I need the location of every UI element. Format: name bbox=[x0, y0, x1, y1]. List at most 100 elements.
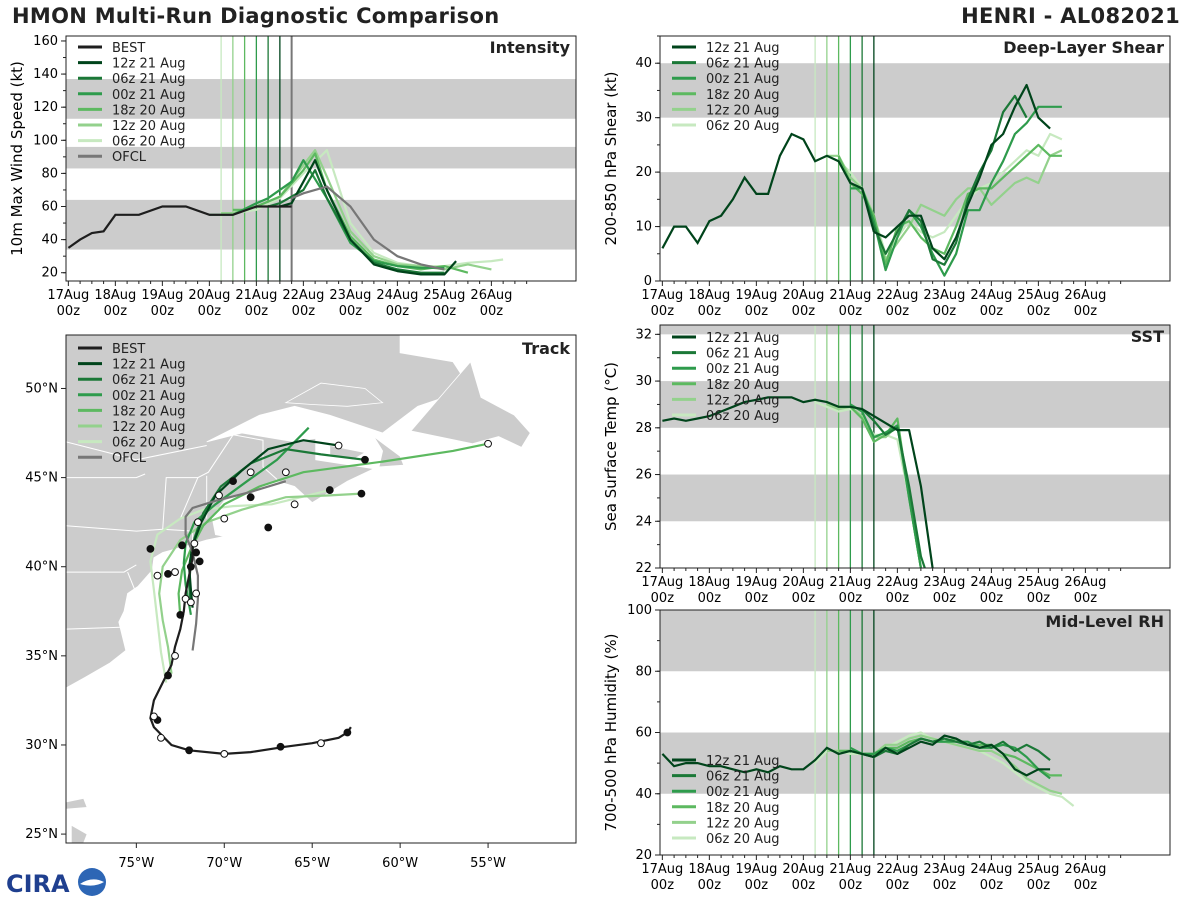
plot-frame bbox=[659, 35, 1171, 282]
run-line-0 bbox=[873, 83, 1051, 261]
best-track-point bbox=[317, 739, 325, 748]
xtick-label: 00z bbox=[792, 878, 816, 893]
legend-label: 12z 21 Aug bbox=[706, 41, 780, 56]
xtick-label: 00z bbox=[792, 304, 816, 319]
legend-label: 00z 21 Aug bbox=[112, 88, 186, 103]
xtick-label: 00z bbox=[933, 591, 957, 606]
xtick-label: 00z bbox=[1027, 591, 1051, 606]
ytick-label: 80 bbox=[635, 664, 652, 679]
legend-label: 06z 21 Aug bbox=[706, 57, 780, 72]
xtick-label: 00z bbox=[886, 304, 910, 319]
best-track-point bbox=[150, 712, 158, 721]
series-lines bbox=[662, 396, 934, 568]
ytick-label: 10 bbox=[635, 220, 652, 235]
plot-frame bbox=[65, 35, 577, 282]
xtick-label: 19Aug bbox=[735, 288, 777, 303]
forecast-track-point bbox=[220, 514, 229, 523]
best-line bbox=[67, 205, 292, 249]
xtick-label: 00z bbox=[933, 878, 957, 893]
band-1 bbox=[660, 381, 1170, 428]
legend-label: 12z 21 Aug bbox=[706, 754, 780, 769]
legend-label: 18z 20 Aug bbox=[112, 404, 186, 419]
land-area-1 bbox=[284, 382, 384, 407]
state-border bbox=[66, 626, 121, 630]
band-0 bbox=[660, 474, 1170, 522]
xtick-label: 23Aug bbox=[329, 288, 371, 303]
xtick-label: 24Aug bbox=[970, 575, 1012, 590]
ytick-label: 50°N bbox=[25, 381, 58, 396]
legend-label: 12z 21 Aug bbox=[112, 57, 186, 72]
xtick-label: 00z bbox=[886, 878, 910, 893]
chart-sst: 22242628303217Aug00z18Aug00z19Aug00z20Au… bbox=[602, 324, 1171, 606]
xtick-label: 00z bbox=[839, 304, 863, 319]
forecast-track-point bbox=[246, 493, 255, 502]
chart-shear: 01020304017Aug00z18Aug00z19Aug00z20Aug00… bbox=[602, 35, 1171, 319]
cira-logo: CIRA bbox=[6, 868, 106, 898]
forecast-track-point bbox=[361, 455, 369, 464]
xtick-label: 18Aug bbox=[688, 575, 730, 590]
xtick-label: 00z bbox=[745, 591, 769, 606]
xtick-label: 26Aug bbox=[1064, 862, 1106, 877]
run-line-3 bbox=[837, 143, 1062, 266]
xtick-label: 20Aug bbox=[188, 288, 230, 303]
run-line-0 bbox=[279, 159, 457, 276]
ytick-label: 100 bbox=[627, 603, 652, 618]
xtick-label: 00z bbox=[745, 304, 769, 319]
band-1 bbox=[660, 610, 1170, 672]
ytick-label: 24 bbox=[635, 514, 652, 529]
forecast-track-point bbox=[171, 568, 179, 576]
xtick-label: 23Aug bbox=[923, 862, 965, 877]
state-border bbox=[179, 477, 199, 519]
best-line bbox=[661, 132, 875, 249]
legend-label: OFCL bbox=[112, 451, 147, 466]
best-track-point bbox=[176, 610, 185, 619]
xtick-label: 23Aug bbox=[923, 288, 965, 303]
ytick-label: 140 bbox=[33, 67, 58, 82]
xtick-label: 21Aug bbox=[829, 575, 871, 590]
panel-title: Track bbox=[522, 339, 570, 358]
ytick-label: 26 bbox=[635, 468, 652, 483]
ytick-label: 60 bbox=[41, 200, 58, 215]
legend-label: 06z 20 Aug bbox=[706, 832, 780, 847]
xtick-label: 21Aug bbox=[829, 288, 871, 303]
ytick-label: 160 bbox=[33, 34, 58, 49]
legend-label: 06z 21 Aug bbox=[112, 373, 186, 388]
y-axis-label: Sea Surface Temp (°C) bbox=[602, 362, 620, 531]
xtick-label: 00z bbox=[1074, 591, 1098, 606]
ytick-label: 20 bbox=[635, 848, 652, 863]
band-0 bbox=[66, 199, 576, 250]
ytick-label: 40°N bbox=[25, 560, 58, 575]
cira-logo-swirl bbox=[80, 879, 104, 886]
xtick-label: 00z bbox=[698, 304, 722, 319]
ytick-label: 40 bbox=[41, 233, 58, 248]
xtick-label: 18Aug bbox=[688, 862, 730, 877]
legend-label: 00z 21 Aug bbox=[706, 362, 780, 377]
forecast-track-point bbox=[334, 441, 343, 450]
y-axis-label: 700-500 hPa Humidity (%) bbox=[602, 633, 620, 831]
band-1 bbox=[66, 146, 576, 169]
forecast-track-point bbox=[192, 548, 201, 557]
xtick-label: 24Aug bbox=[970, 862, 1012, 877]
forecast-track-point bbox=[215, 491, 223, 500]
xtick-label: 25Aug bbox=[1017, 288, 1059, 303]
best-track-point bbox=[171, 651, 179, 660]
legend-label: 12z 20 Aug bbox=[706, 393, 780, 408]
legend-label: OFCL bbox=[112, 150, 147, 165]
xtick-label: 00z bbox=[292, 304, 316, 319]
legend-label: 12z 21 Aug bbox=[112, 358, 186, 373]
band-2 bbox=[660, 325, 1170, 335]
panel-title: Deep-Layer Shear bbox=[1003, 38, 1164, 57]
forecast-track-point bbox=[484, 439, 492, 448]
xtick-label: 00z bbox=[386, 304, 410, 319]
page-title: HMON Multi-Run Diagnostic Comparison bbox=[12, 4, 500, 28]
y-axis-label: 200-850 hPa Shear (kt) bbox=[602, 72, 620, 246]
run-line-1 bbox=[267, 169, 445, 274]
ytick-label: 30 bbox=[635, 111, 652, 126]
ytick-label: 30°N bbox=[25, 738, 58, 753]
xtick-label: 21Aug bbox=[235, 288, 277, 303]
xtick-label: 00z bbox=[480, 304, 504, 319]
ofcl-line bbox=[291, 185, 445, 271]
